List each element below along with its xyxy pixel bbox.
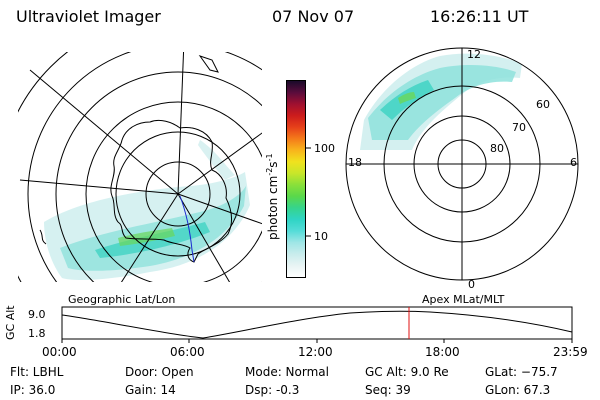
filter-value: Flt: LBHL <box>10 365 64 379</box>
ip-value: IP: 36.0 <box>10 383 56 397</box>
apex-caption: Apex MLat/MLT <box>422 293 505 306</box>
glon-value: GLon: 67.3 <box>485 383 551 397</box>
meridians-left <box>19 52 262 282</box>
mlt-label-6: 6 <box>570 156 577 169</box>
observation-time: 16:26:11 UT <box>430 7 529 26</box>
colorbar-tick-10: 10 <box>314 230 328 243</box>
timeline-x-tick-0600: 06:00 <box>170 345 205 359</box>
geographic-caption: Geographic Lat/Lon <box>68 293 176 306</box>
mlt-label-0: 0 <box>468 278 475 291</box>
timeline-x-tick-2359: 23:59 <box>553 345 588 359</box>
mlat-label-80: 80 <box>490 142 504 155</box>
mlt-label-18: 18 <box>348 156 362 169</box>
timeline-y-title: GC Alt <box>4 305 17 340</box>
mlat-label-70: 70 <box>512 121 526 134</box>
observation-date: 07 Nov 07 <box>272 7 355 26</box>
door-status: Door: Open <box>125 365 194 379</box>
dsp-value: Dsp: -0.3 <box>245 383 300 397</box>
orbit-track <box>179 195 195 263</box>
latitude-rings-left <box>18 52 262 282</box>
colorbar <box>286 80 306 278</box>
mode-value: Mode: Normal <box>245 365 329 379</box>
mlt-axes <box>346 48 578 280</box>
timeline-x-tick-1200: 12:00 <box>298 345 333 359</box>
auroral-emission-right <box>360 53 522 150</box>
mlat-label-60: 60 <box>536 98 550 111</box>
timeline-y-tick-max: 9.0 <box>28 308 46 321</box>
coastline <box>110 119 233 263</box>
timeline-y-tick-min: 1.8 <box>28 327 46 340</box>
timeline-x-tick-1800: 18:00 <box>425 345 460 359</box>
gain-value: Gain: 14 <box>125 383 176 397</box>
gc-altitude-curve <box>61 310 573 339</box>
colorbar-tick-100: 100 <box>314 142 335 155</box>
timeline-x-ticks <box>61 339 573 343</box>
mlt-label-12: 12 <box>467 48 481 61</box>
colorbar-ticks <box>306 147 311 237</box>
timeline-x-tick-0000: 00:00 <box>42 345 77 359</box>
instrument-title: Ultraviolet Imager <box>16 7 161 26</box>
glat-value: GLat: −75.7 <box>485 365 558 379</box>
seq-value: Seq: 39 <box>365 383 411 397</box>
gc-alt-value: GC Alt: 9.0 Re <box>365 365 449 379</box>
